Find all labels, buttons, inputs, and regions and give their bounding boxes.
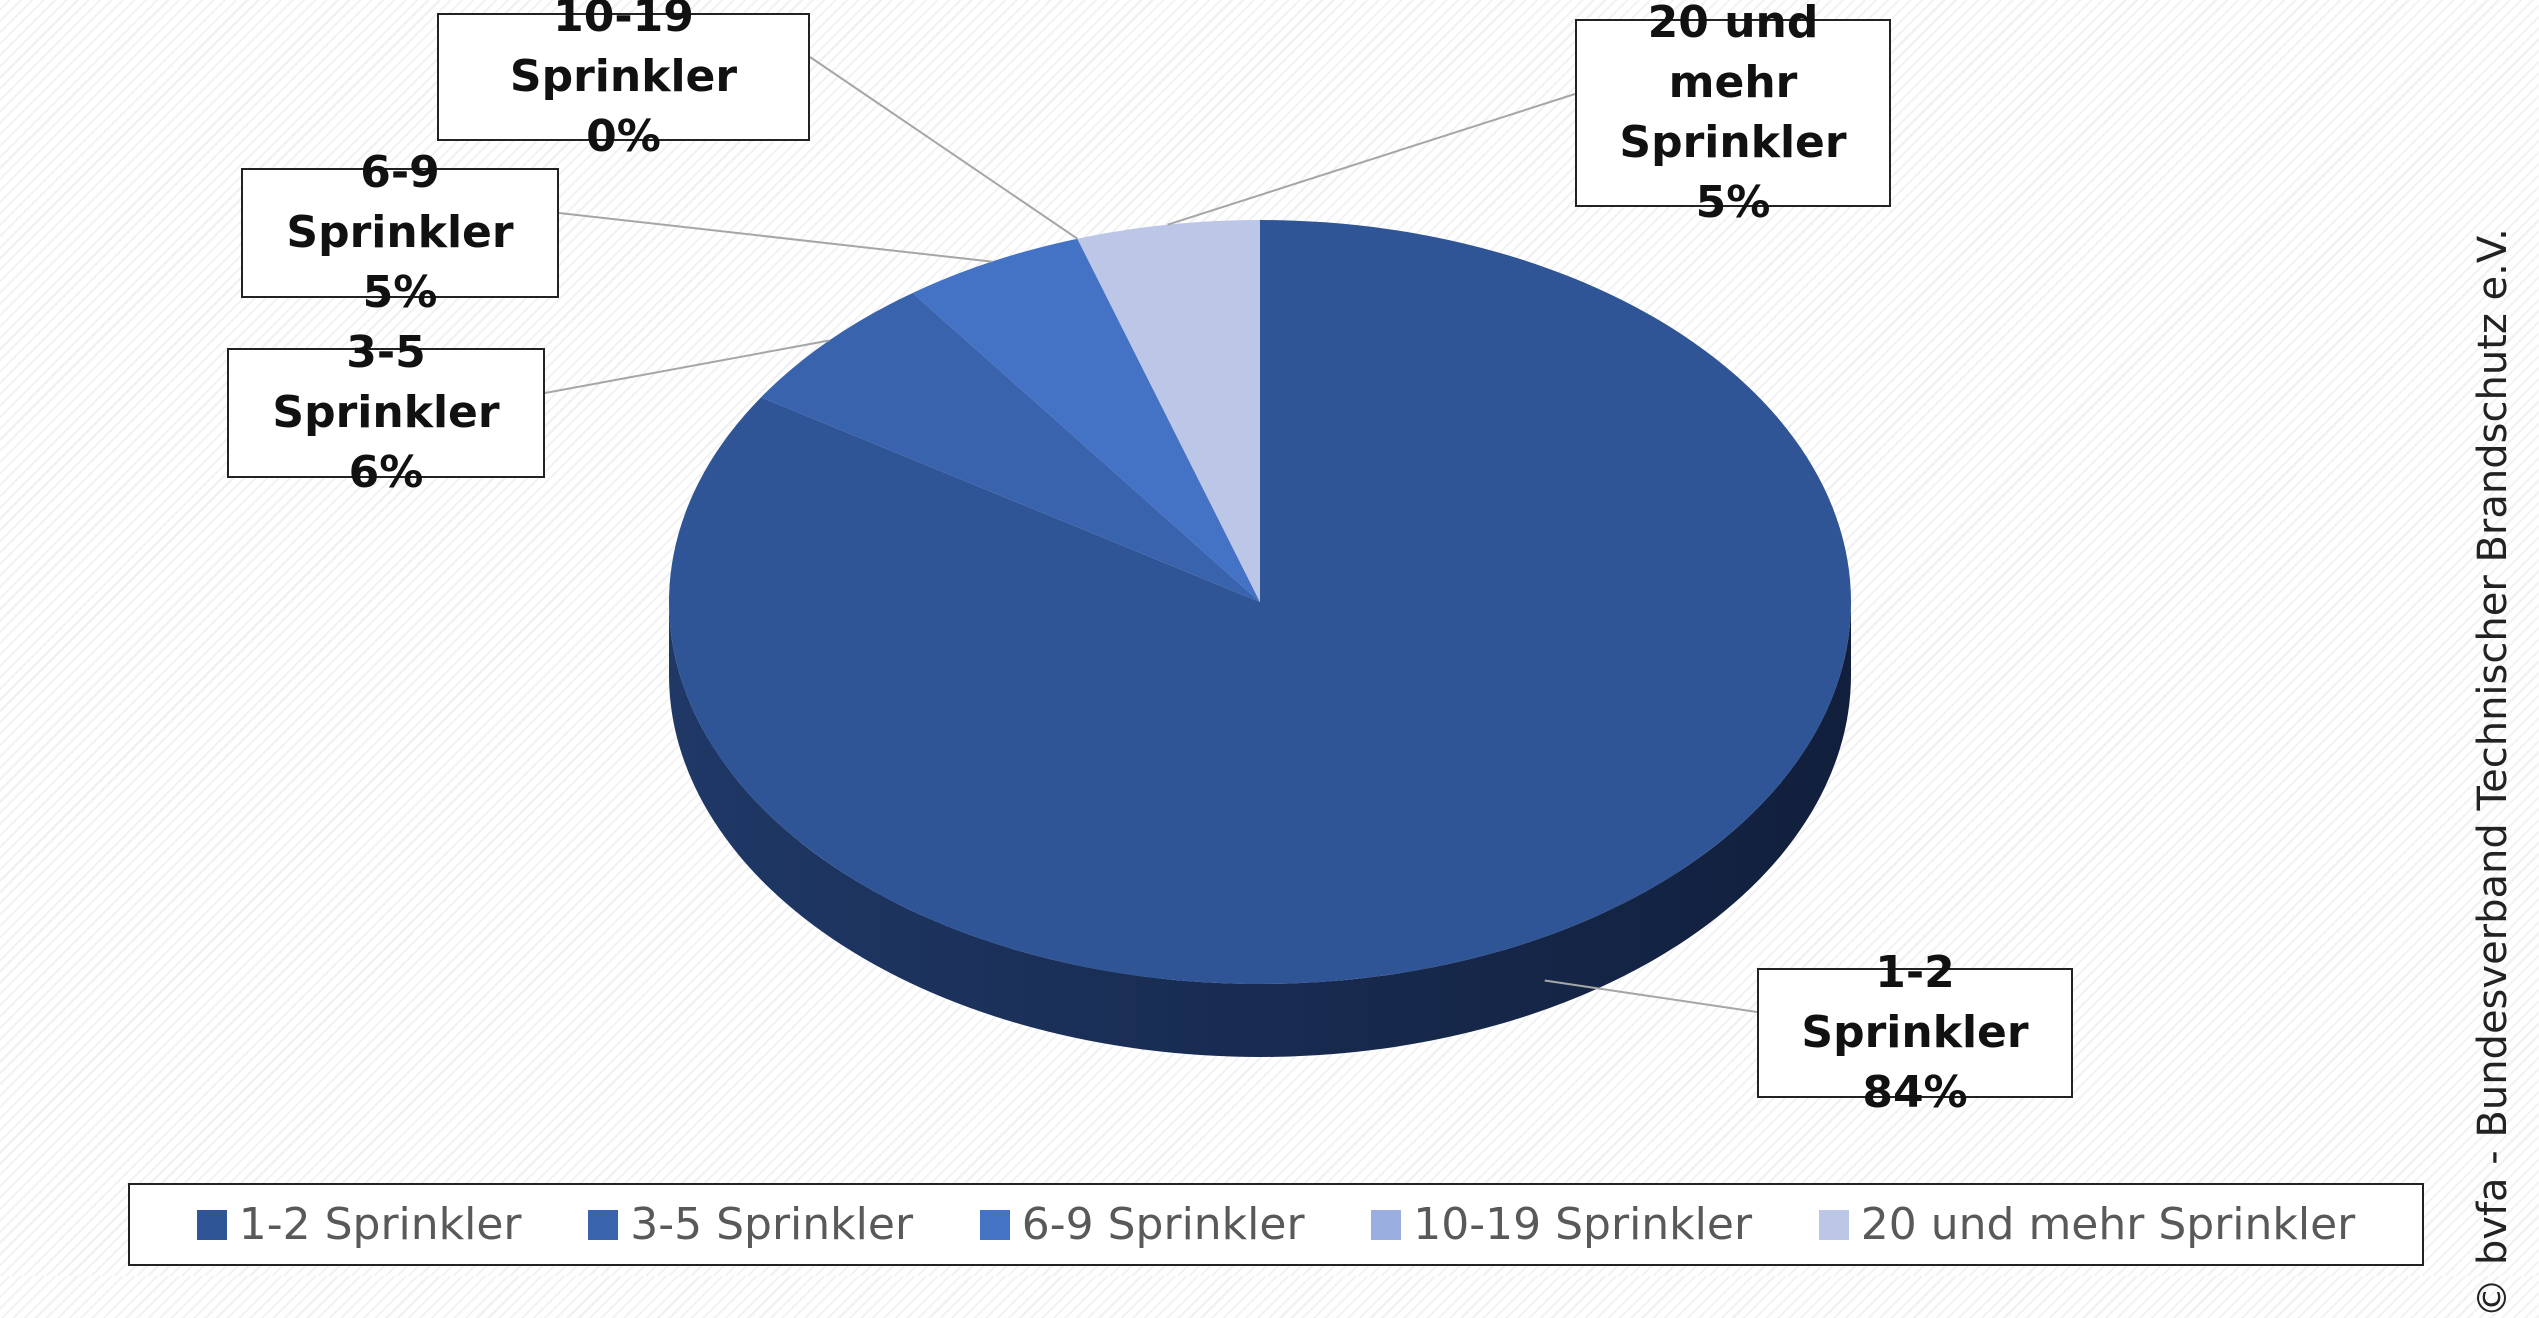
label-value: 84% [1862,1067,1968,1118]
legend-label: 20 und mehr Sprinkler [1860,1199,2356,1250]
label-category: 6-9 Sprinkler [286,147,514,258]
data-label: 1-2 Sprinkler 84% [1757,947,2073,1118]
legend-swatch [1371,1209,1402,1240]
legend-item: 1-2 Sprinkler [196,1199,522,1250]
legend: 1-2 Sprinkler 3-5 Sprinkler 6-9 Sprinkler 1… [128,1183,2424,1266]
pie-slice [1077,220,1260,602]
pie-slice [668,220,1851,984]
label-category: 10-19 Sprinkler [509,0,738,102]
leader-line [558,212,992,263]
label-category: 3-5 Sprinkler [272,327,500,438]
legend-item: 6-9 Sprinkler [979,1199,1305,1250]
legend-item: 10-19 Sprinkler [1371,1199,1752,1250]
pie-slice [761,292,1260,602]
label-category: 1-2 Sprinkler [1801,947,2029,1058]
data-label: 3-5 Sprinkler 6% [227,327,545,498]
data-label: 20 und mehr Sprinkler 5% [1575,0,1891,228]
leader-line [809,56,1078,240]
legend-label: 1-2 Sprinkler [238,1199,522,1250]
label-value: 5% [362,267,438,318]
legend-item: 20 und mehr Sprinkler [1818,1199,2356,1250]
leader-line [1544,979,1758,1013]
label-value: 5% [1695,177,1771,228]
legend-label: 10-19 Sprinkler [1413,1199,1753,1250]
label-category: 20 und mehr Sprinkler [1619,0,1847,168]
data-label: 10-19 Sprinkler 0% [437,0,810,162]
leader-line [1167,93,1576,226]
legend-label: 6-9 Sprinkler [1021,1199,1305,1250]
chart [544,56,1851,1057]
legend-item: 3-5 Sprinkler [588,1199,913,1250]
legend-swatch [196,1209,227,1240]
legend-swatch [1818,1209,1849,1240]
legend-swatch [979,1209,1010,1240]
pie-slice [912,238,1260,602]
data-label: 6-9 Sprinkler 5% [241,147,559,318]
label-value: 6% [348,447,424,498]
source-note: © bvfa - Bundesverband Technischer Brand… [2470,228,2516,1318]
legend-label: 3-5 Sprinkler [630,1199,914,1250]
legend-swatch [588,1209,619,1240]
leader-line [544,339,830,394]
label-value: 0% [586,111,661,162]
pie-side [669,602,1851,1057]
